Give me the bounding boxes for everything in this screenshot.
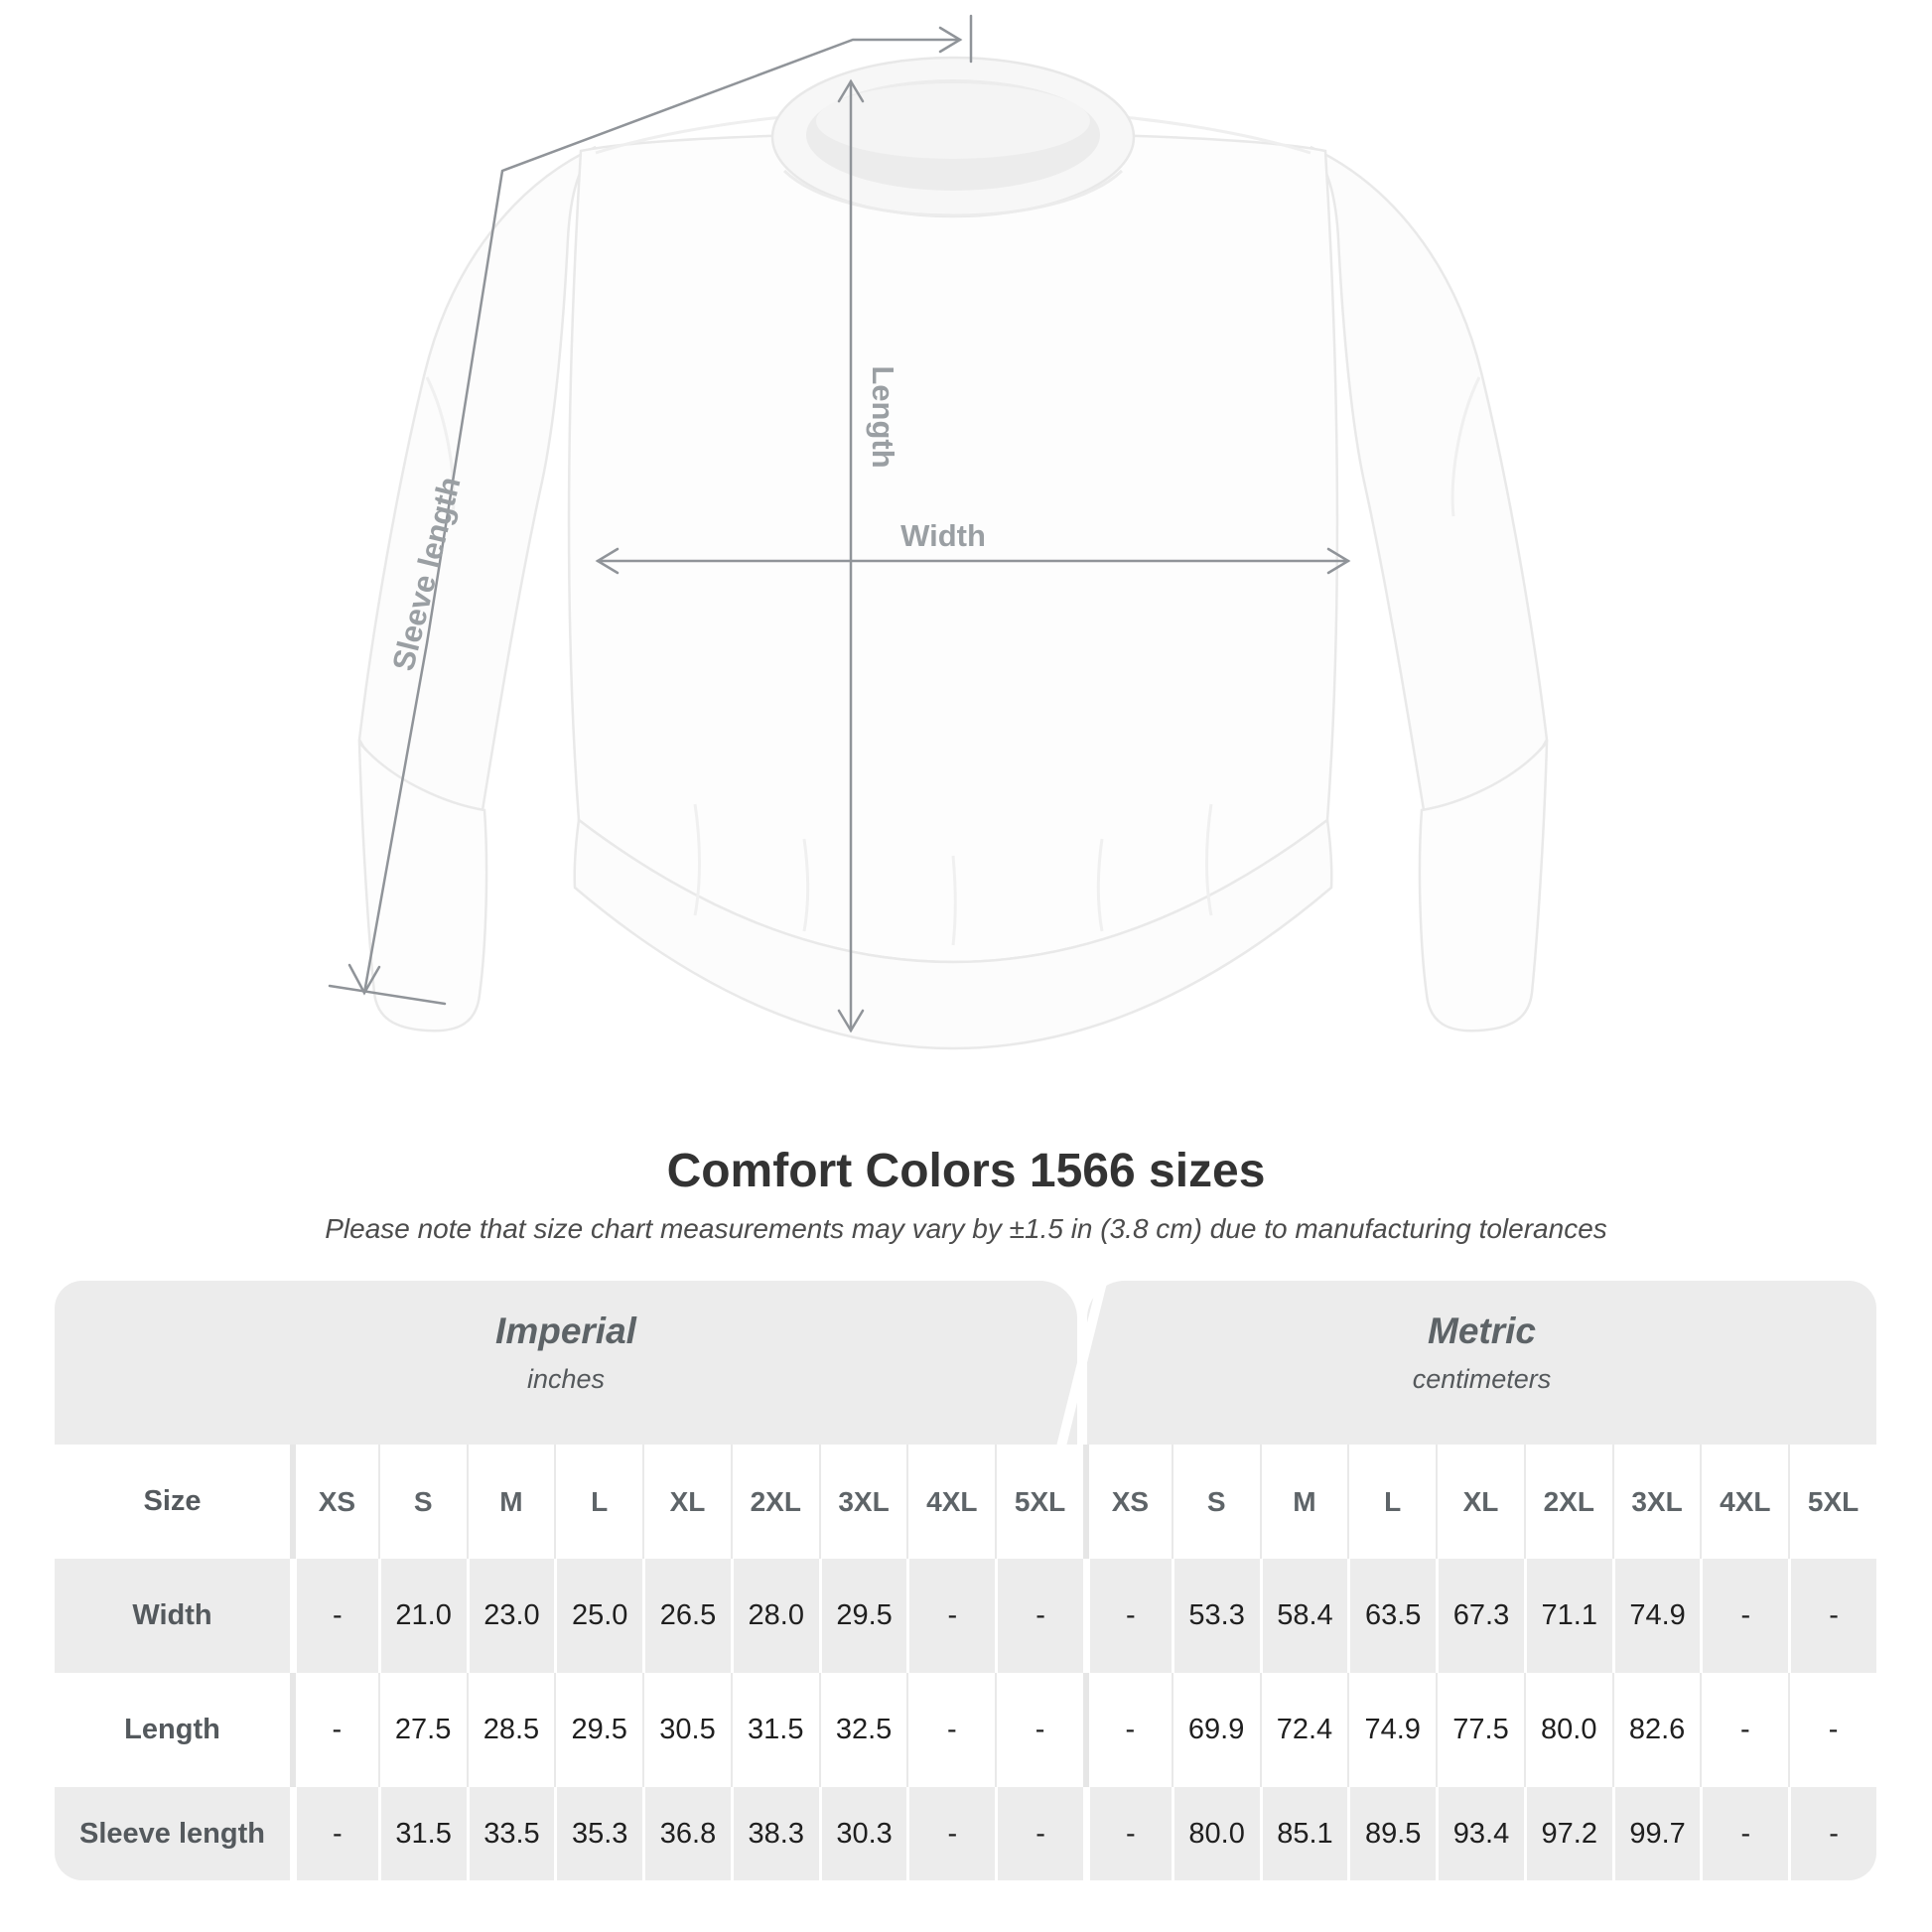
value-cell-metric: 74.9 — [1347, 1673, 1437, 1787]
value-cell-metric: 80.0 — [1171, 1787, 1260, 1880]
size-header-imperial: XL — [642, 1445, 731, 1559]
value-cell-metric: 53.3 — [1171, 1559, 1260, 1673]
value-cell-imperial: - — [290, 1673, 378, 1787]
size-header-imperial: 5XL — [995, 1445, 1083, 1559]
value-cell-imperial: 27.5 — [377, 1673, 467, 1787]
value-cell-imperial: 29.5 — [818, 1559, 907, 1673]
imperial-header: Imperial inches — [55, 1281, 1077, 1445]
imperial-title: Imperial — [495, 1311, 636, 1351]
value-cell-imperial: - — [906, 1559, 996, 1673]
unit-header-row: Imperial inches Metric centimeters — [55, 1281, 1876, 1445]
row-label: Length — [55, 1673, 290, 1787]
value-cell-imperial: - — [906, 1673, 996, 1787]
value-cell-imperial: 38.3 — [730, 1787, 819, 1880]
row-label: Sleeve length — [55, 1787, 290, 1880]
value-cell-imperial: 30.5 — [642, 1673, 731, 1787]
size-header-metric: 5XL — [1788, 1445, 1876, 1559]
value-cell-metric: 93.4 — [1436, 1787, 1524, 1880]
value-cell-metric: 85.1 — [1259, 1787, 1348, 1880]
value-cell-imperial: 30.3 — [818, 1787, 907, 1880]
value-cell-imperial: - — [995, 1787, 1083, 1880]
value-cell-metric: 74.9 — [1611, 1559, 1701, 1673]
size-grid: Size XS S M L XL 2XL 3XL 4XL 5XL XS S M L XL 2XL 3XL 4XL 5… — [55, 1445, 1876, 1880]
value-cell-imperial: 31.5 — [377, 1787, 467, 1880]
size-header-metric: M — [1259, 1445, 1348, 1559]
width-arrow — [595, 547, 1351, 575]
value-cell-metric: 71.1 — [1523, 1559, 1612, 1673]
value-cell-metric: 67.3 — [1436, 1559, 1524, 1673]
value-cell-imperial: - — [290, 1787, 378, 1880]
value-cell-metric: - — [1700, 1559, 1789, 1673]
value-cell-metric: 99.7 — [1611, 1787, 1701, 1880]
size-header-imperial: S — [377, 1445, 467, 1559]
tolerance-note: Please note that size chart measurements… — [325, 1213, 1607, 1244]
value-cell-metric: - — [1788, 1787, 1876, 1880]
metric-header: Metric centimeters — [1087, 1281, 1876, 1445]
value-cell-imperial: - — [995, 1559, 1083, 1673]
value-cell-metric: - — [1083, 1787, 1172, 1880]
size-header-metric: 3XL — [1611, 1445, 1701, 1559]
value-cell-imperial: - — [995, 1673, 1083, 1787]
length-arrow — [837, 78, 865, 1034]
size-header-metric: 2XL — [1523, 1445, 1612, 1559]
row-label: Width — [55, 1559, 290, 1673]
size-header-metric: XL — [1436, 1445, 1524, 1559]
value-cell-imperial: - — [906, 1787, 996, 1880]
value-cell-imperial: 25.0 — [554, 1559, 643, 1673]
size-chart-table: Imperial inches Metric centimeters Size X… — [55, 1281, 1876, 1880]
value-cell-imperial: 33.5 — [466, 1787, 555, 1880]
metric-unit: centimeters — [1412, 1364, 1552, 1394]
size-header-imperial: 2XL — [730, 1445, 819, 1559]
value-cell-metric: 82.6 — [1611, 1673, 1701, 1787]
value-cell-imperial: 29.5 — [554, 1673, 643, 1787]
value-cell-metric: - — [1700, 1673, 1789, 1787]
sleeve-length-arrow — [328, 14, 973, 1006]
size-header-metric: XS — [1083, 1445, 1172, 1559]
measurement-arrows — [328, 14, 1351, 1034]
value-cell-imperial: - — [290, 1559, 378, 1673]
imperial-unit: inches — [526, 1364, 606, 1394]
value-cell-metric: 72.4 — [1259, 1673, 1348, 1787]
value-cell-imperial: 26.5 — [642, 1559, 731, 1673]
value-cell-metric: 89.5 — [1347, 1787, 1437, 1880]
length-label: Length — [866, 365, 900, 469]
size-diagram: Length Width Sleeve length — [328, 14, 1549, 1050]
sweatshirt-image — [357, 56, 1549, 1050]
size-column-header: Size — [55, 1445, 290, 1559]
size-header-metric: L — [1347, 1445, 1437, 1559]
value-cell-imperial: 21.0 — [377, 1559, 467, 1673]
size-header-imperial: 3XL — [818, 1445, 907, 1559]
value-cell-metric: 58.4 — [1259, 1559, 1348, 1673]
size-header-imperial: L — [554, 1445, 643, 1559]
value-cell-metric: - — [1788, 1559, 1876, 1673]
value-cell-metric: 63.5 — [1347, 1559, 1437, 1673]
page-title: Comfort Colors 1566 sizes — [666, 1145, 1266, 1197]
width-label: Width — [900, 518, 986, 553]
value-cell-imperial: 28.0 — [730, 1559, 819, 1673]
value-cell-metric: 97.2 — [1523, 1787, 1612, 1880]
size-header-imperial: XS — [290, 1445, 378, 1559]
value-cell-metric: - — [1083, 1559, 1172, 1673]
value-cell-metric: - — [1083, 1673, 1172, 1787]
value-cell-imperial: 36.8 — [642, 1787, 731, 1880]
value-cell-metric: - — [1788, 1673, 1876, 1787]
value-cell-metric: - — [1700, 1787, 1789, 1880]
value-cell-imperial: 23.0 — [466, 1559, 555, 1673]
value-cell-metric: 69.9 — [1171, 1673, 1260, 1787]
value-cell-metric: 77.5 — [1436, 1673, 1524, 1787]
value-cell-imperial: 28.5 — [466, 1673, 555, 1787]
size-header-metric: S — [1171, 1445, 1260, 1559]
value-cell-metric: 80.0 — [1523, 1673, 1612, 1787]
value-cell-imperial: 32.5 — [818, 1673, 907, 1787]
size-header-metric: 4XL — [1700, 1445, 1789, 1559]
size-header-imperial: M — [466, 1445, 555, 1559]
value-cell-imperial: 35.3 — [554, 1787, 643, 1880]
value-cell-imperial: 31.5 — [730, 1673, 819, 1787]
size-header-imperial: 4XL — [906, 1445, 996, 1559]
metric-title: Metric — [1428, 1311, 1536, 1351]
